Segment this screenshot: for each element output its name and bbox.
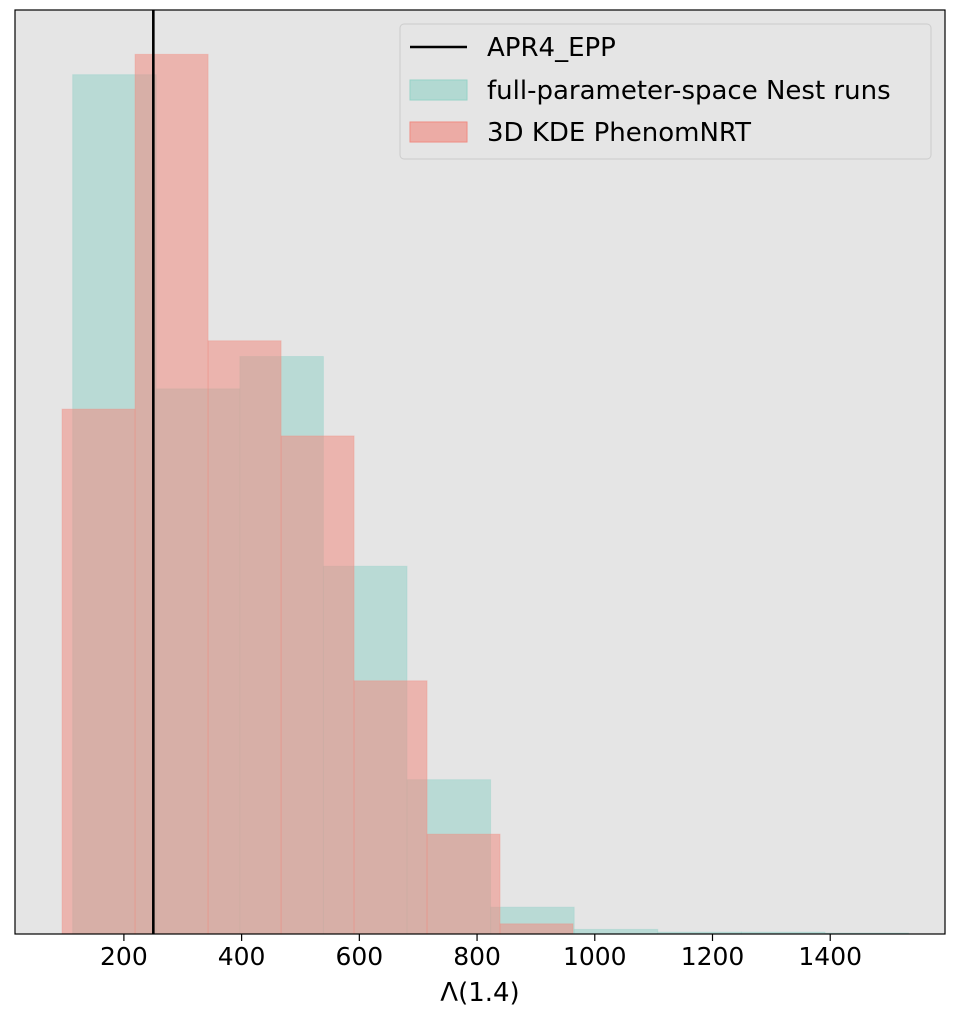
legend: APR4_EPP full-parameter-space Nest runs … [399,23,932,160]
histogram-bars [61,53,910,935]
x-axis-ticks: 200 400 600 800 1000 1200 1400 [100,934,862,971]
bar-series-1-bin-4 [353,680,428,935]
bar-series-1-bin-2 [207,340,282,935]
x-tick-label-1400: 1400 [798,942,862,971]
x-tick-label-1000: 1000 [563,942,627,971]
x-tick-label-600: 600 [335,942,383,971]
legend-box [399,23,932,160]
x-tick-label-200: 200 [100,942,148,971]
legend-label-nest-runs: full-parameter-space Nest runs [487,76,891,106]
x-axis-label: Λ(1.4) [440,978,519,1008]
bar-series-1-bin-5 [426,833,501,935]
x-tick-label-800: 800 [453,942,501,971]
legend-label-kde-phenomnrt: 3D KDE PhenomNRT [487,118,751,148]
bar-series-1-bin-3 [280,435,355,935]
plot-frame [14,9,946,935]
bar-series-0-bin-6 [573,928,659,935]
bar-series-1-bin-6 [499,923,574,935]
bar-series-1-bin-1 [134,53,209,935]
legend-swatch-kde-phenomnrt [409,121,468,143]
bar-series-1-bin-0 [61,408,136,935]
legend-swatch-nest-runs [409,79,468,101]
x-tick-label-400: 400 [218,942,266,971]
legend-label-apr4-epp: APR4_EPP [487,33,616,63]
x-tick-label-1200: 1200 [681,942,745,971]
